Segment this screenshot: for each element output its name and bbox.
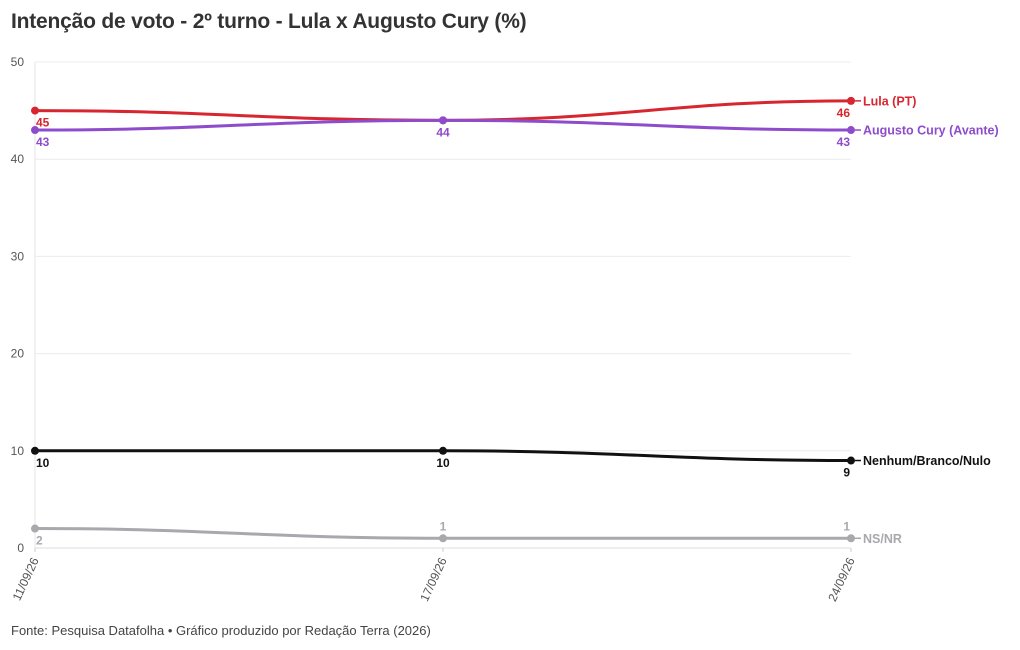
data-point (439, 534, 447, 543)
data-label: 1 (440, 519, 447, 533)
axes: 0 10 20 30 40 50 11/09/26 17/09/26 24/09/26 (10, 55, 858, 604)
x-tick-label: 17/09/26 (417, 555, 450, 604)
data-point (31, 106, 39, 115)
y-tick-label: 10 (11, 444, 25, 458)
data-label: 43 (36, 135, 50, 149)
y-tick-label: 50 (11, 55, 25, 69)
data-point (31, 126, 39, 135)
data-point (847, 456, 855, 465)
data-point (439, 116, 447, 125)
data-label: 43 (837, 135, 851, 149)
series-name-label: Augusto Cury (Avante) (863, 124, 999, 138)
y-tick-label: 40 (11, 152, 25, 166)
source-footer: Fonte: Pesquisa Datafolha • Gráfico prod… (11, 623, 431, 638)
data-point (847, 126, 855, 135)
data-label: 1 (843, 519, 850, 533)
data-point (847, 96, 855, 105)
data-label: 44 (436, 125, 450, 139)
x-tick-label: 11/09/26 (10, 555, 42, 603)
data-label: 10 (36, 456, 50, 470)
series-name-label: Lula (PT) (863, 94, 916, 108)
chart-title: Intenção de voto - 2º turno - Lula x Aug… (11, 10, 527, 33)
series-name-label: Nenhum/Branco/Nulo (863, 454, 991, 468)
data-label: 46 (837, 106, 851, 120)
data-point (31, 524, 39, 533)
x-tick-label: 24/09/26 (825, 555, 858, 604)
y-tick-label: 30 (11, 249, 25, 263)
y-tick-label: 20 (11, 347, 25, 361)
data-point (847, 534, 855, 543)
data-point (439, 446, 447, 455)
data-labels: 45 46 Lula (PT) 43 44 43 Augusto Cury (Avante)… (36, 94, 999, 547)
data-label: 10 (436, 456, 450, 470)
series-lines (31, 96, 855, 543)
data-label: 9 (843, 466, 850, 480)
series-name-label: NS/NR (863, 532, 902, 546)
data-point (31, 446, 39, 455)
data-label: 45 (36, 116, 50, 130)
data-label: 2 (36, 534, 43, 548)
y-tick-label: 0 (17, 541, 24, 555)
